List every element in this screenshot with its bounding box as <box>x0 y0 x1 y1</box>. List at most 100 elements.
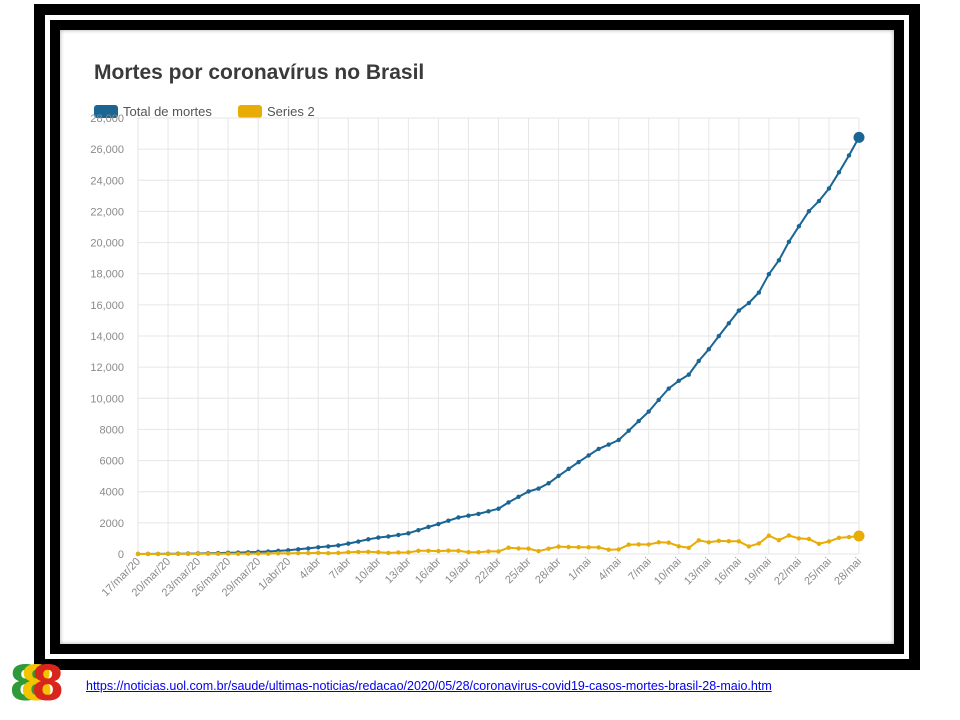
source-link[interactable]: https://noticias.uol.com.br/saude/ultima… <box>86 679 772 693</box>
chart: Mortes por coronavírus no Brasil Total d… <box>90 61 865 599</box>
data-point <box>296 550 301 556</box>
x-tick-label: 16/mai <box>712 556 744 588</box>
data-point <box>586 453 591 458</box>
data-point <box>195 551 201 557</box>
data-point <box>205 551 211 557</box>
x-tick-label: 25/mai <box>802 556 834 588</box>
legend-label-series-2: Series 2 <box>267 104 315 119</box>
data-point <box>185 551 191 557</box>
x-tick-label: 28/abr <box>533 555 564 586</box>
x-axis-ticks: 17/mar/2020/mar/2023/mar/2026/mar/2029/m… <box>100 555 865 599</box>
data-point <box>816 541 822 547</box>
data-point <box>466 550 471 555</box>
y-tick-label: 22,000 <box>90 206 124 218</box>
data-point <box>686 545 691 551</box>
data-point <box>306 550 311 556</box>
series-series-2 <box>135 530 865 557</box>
data-point <box>316 545 321 550</box>
legend-label-total-de-mortes: Total de mortes <box>123 104 212 119</box>
data-point <box>756 541 762 546</box>
data-point <box>666 386 671 391</box>
data-point <box>286 551 291 556</box>
x-tick-label: 10/mai <box>652 556 684 588</box>
data-point <box>596 446 601 452</box>
data-point <box>556 544 561 549</box>
x-tick-label: 28/mai <box>832 556 864 588</box>
data-point <box>716 333 722 339</box>
data-point <box>356 549 361 555</box>
y-tick-label: 4000 <box>100 487 124 499</box>
series-end-marker <box>853 131 865 143</box>
data-point <box>145 551 151 557</box>
y-tick-label: 14,000 <box>90 331 124 343</box>
legend-swatch-total-de-mortes <box>94 105 118 118</box>
data-point <box>816 198 822 204</box>
data-point <box>826 186 832 191</box>
data-point <box>316 550 321 556</box>
data-point <box>636 542 641 547</box>
data-point <box>275 551 281 556</box>
x-tick-label: 25/abr <box>503 555 534 586</box>
data-point <box>245 551 251 556</box>
legend-swatch-series-2 <box>238 105 262 118</box>
data-point <box>416 548 421 554</box>
x-tick-label: 19/abr <box>443 555 474 586</box>
data-point <box>686 372 691 377</box>
legend: Total de mortes Series 2 <box>94 104 315 119</box>
data-point <box>766 271 772 277</box>
y-tick-label: 16,000 <box>90 300 124 312</box>
data-point <box>496 549 501 554</box>
data-point <box>716 538 722 544</box>
data-point <box>546 546 551 551</box>
data-point <box>616 547 621 552</box>
data-point <box>175 551 181 557</box>
data-point <box>596 545 601 550</box>
data-point <box>426 524 431 530</box>
data-point <box>536 486 541 491</box>
x-tick-label: 7/abr <box>327 555 353 581</box>
x-tick-label: 13/mai <box>682 556 714 588</box>
data-point <box>776 258 782 263</box>
data-point <box>456 548 461 553</box>
data-point <box>265 551 271 556</box>
data-point <box>396 532 401 538</box>
x-tick-label: 4/abr <box>297 555 323 581</box>
logo: 8 8 8 <box>6 654 70 715</box>
y-tick-label: 0 <box>118 549 124 561</box>
x-tick-label: 1/mai <box>566 556 594 584</box>
data-point <box>696 538 701 543</box>
gridlines <box>137 117 860 555</box>
data-point <box>846 534 852 540</box>
data-point <box>376 535 381 540</box>
data-point <box>656 540 661 545</box>
data-point <box>496 506 501 511</box>
y-tick-label: 6000 <box>100 456 124 468</box>
data-point <box>526 546 531 551</box>
data-point <box>466 513 471 518</box>
data-point <box>666 540 671 545</box>
data-point <box>416 527 421 533</box>
logo-glyph-yellow: 8 <box>20 656 53 710</box>
frame-mat: Mortes por coronavírus no Brasil Total d… <box>45 15 909 659</box>
data-point <box>476 511 481 517</box>
data-point <box>215 551 221 557</box>
data-point <box>636 418 641 424</box>
data-point <box>786 239 792 245</box>
data-point <box>366 549 371 555</box>
y-tick-label: 28,000 <box>90 113 124 125</box>
data-point <box>606 547 611 552</box>
x-tick-label: 16/abr <box>413 555 444 586</box>
inner-frame: Mortes por coronavírus no Brasil Total d… <box>50 20 904 654</box>
data-point <box>556 473 561 479</box>
x-tick-label: 13/abr <box>383 555 414 586</box>
data-point <box>576 459 581 465</box>
data-point <box>736 308 742 313</box>
data-point <box>736 539 742 544</box>
outer-frame: Mortes por coronavírus no Brasil Total d… <box>34 4 920 670</box>
series-end-marker <box>853 530 865 542</box>
data-point <box>326 544 331 549</box>
y-tick-label: 24,000 <box>90 175 124 187</box>
data-point <box>796 224 802 229</box>
data-point <box>696 358 701 364</box>
y-tick-label: 10,000 <box>90 393 124 405</box>
